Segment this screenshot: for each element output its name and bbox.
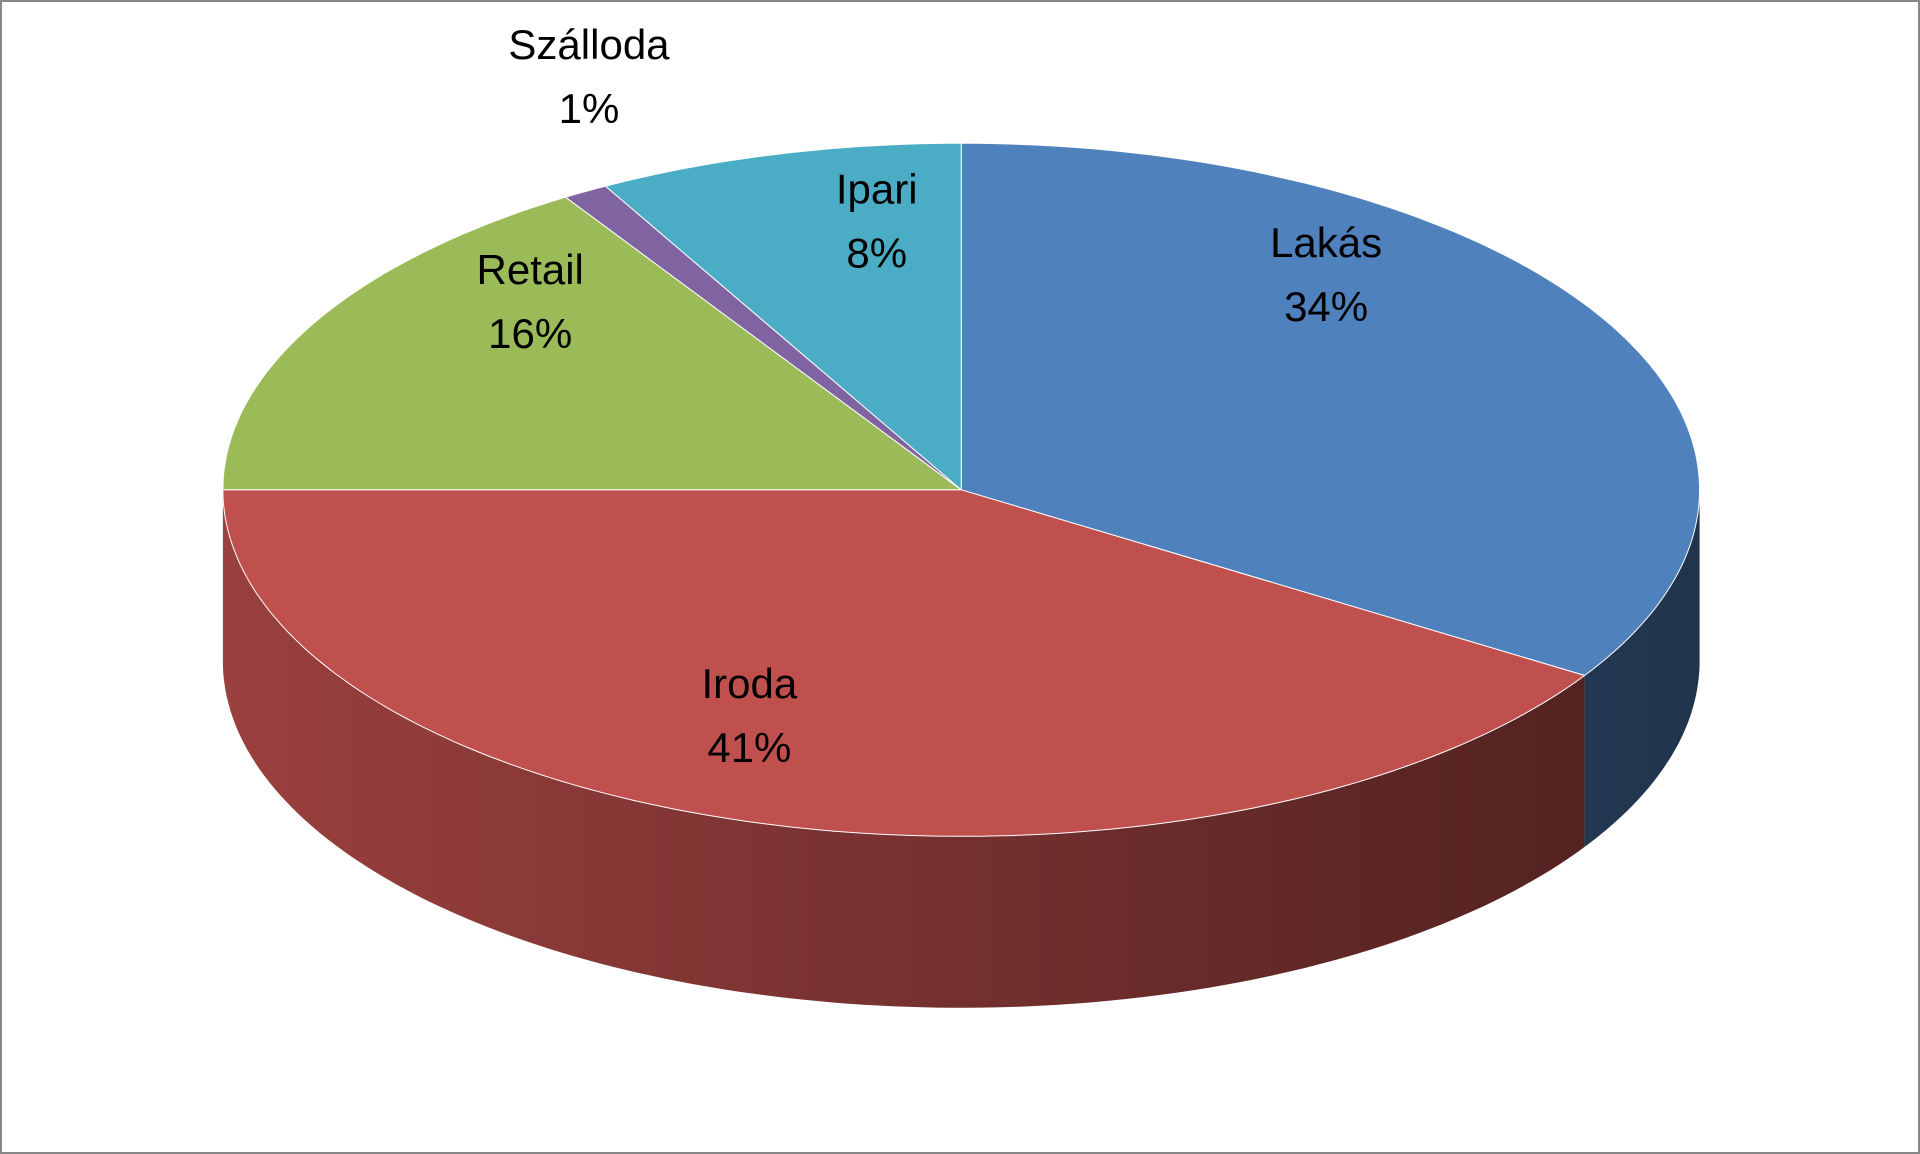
slice xyxy=(960,142,1701,677)
label-value: 1% xyxy=(559,85,620,132)
label-category: Lakás xyxy=(1270,219,1382,266)
data-label: Ipari 8% xyxy=(836,165,918,276)
data-label: Lakás 34% xyxy=(1270,219,1382,330)
slice-side xyxy=(222,489,1585,1008)
label-category: Szálloda xyxy=(508,21,670,68)
label-value: 34% xyxy=(1284,283,1368,330)
slice xyxy=(222,489,1586,837)
slice xyxy=(604,142,962,491)
label-value: 41% xyxy=(707,724,791,771)
label-value: 16% xyxy=(488,310,572,357)
slice xyxy=(222,196,963,491)
data-label: Iroda 41% xyxy=(702,660,798,771)
label-category: Iroda xyxy=(702,660,798,707)
label-value: 8% xyxy=(846,229,907,276)
label-category: Ipari xyxy=(836,165,918,212)
data-label: Retail 16% xyxy=(477,246,584,357)
slice-side xyxy=(1584,489,1700,847)
label-category: Retail xyxy=(477,246,584,293)
data-label: Szálloda 1% xyxy=(508,21,670,132)
